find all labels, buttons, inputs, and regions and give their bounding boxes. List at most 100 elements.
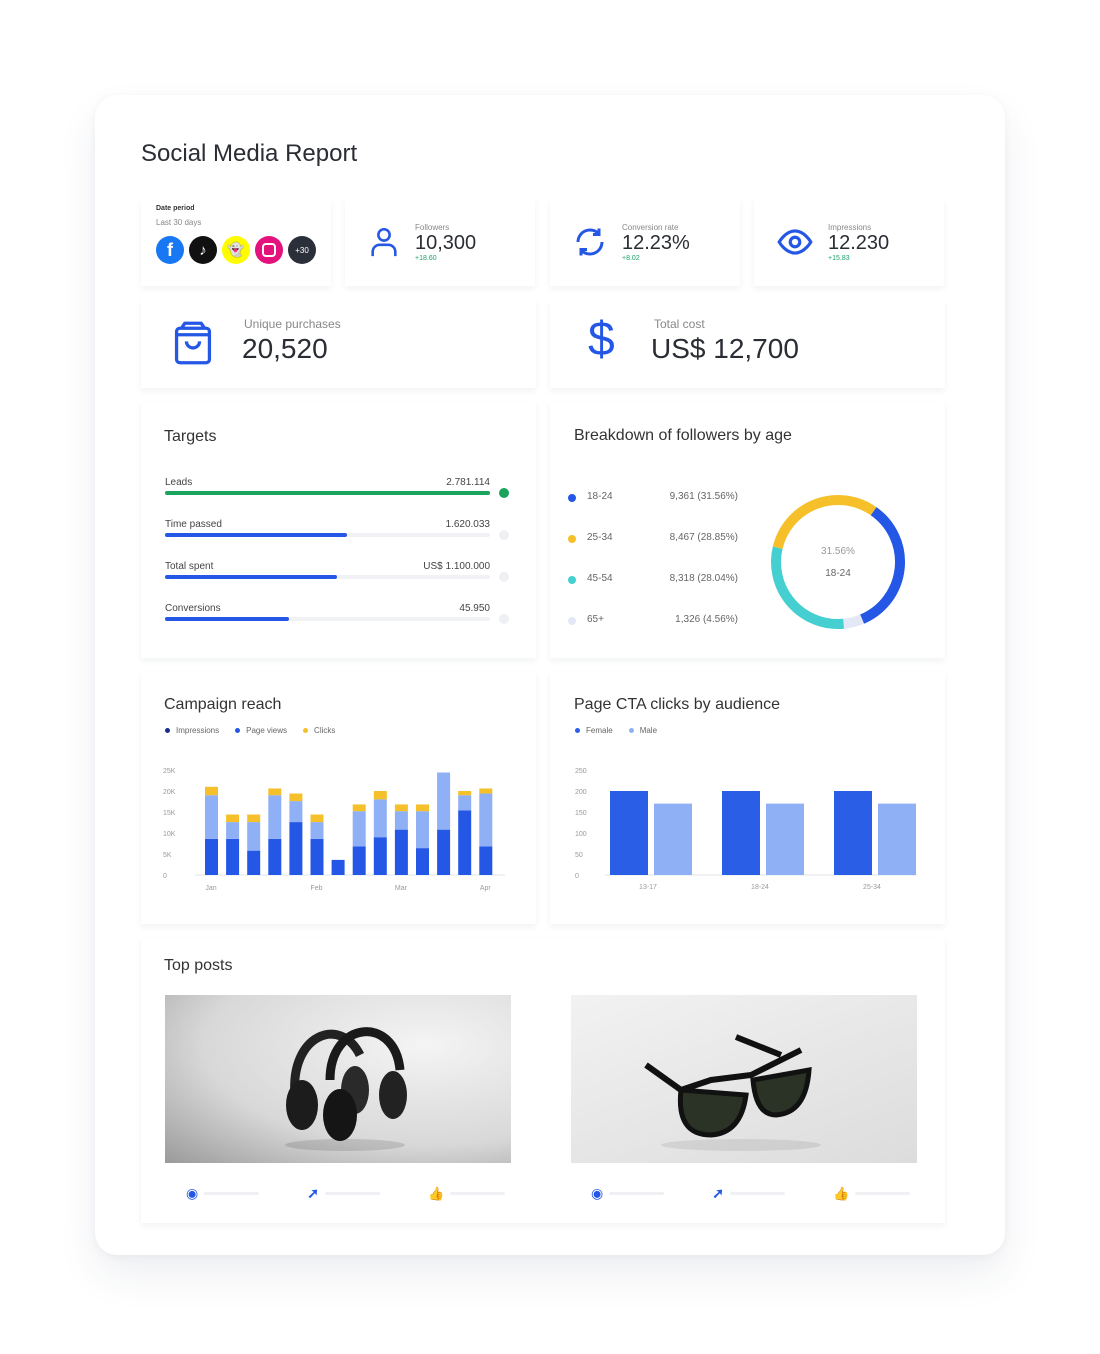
sunglasses-image xyxy=(644,1034,821,1151)
bar-page-views[interactable] xyxy=(289,801,303,823)
snapchat-icon[interactable]: 👻 xyxy=(222,236,250,264)
bar-clicks[interactable] xyxy=(458,791,472,796)
bar-impressions[interactable] xyxy=(479,846,493,875)
bar-page-views[interactable] xyxy=(479,793,493,847)
legend-male[interactable]: Male xyxy=(628,726,657,735)
bar-impressions[interactable] xyxy=(373,837,387,875)
targets-title: Targets xyxy=(164,428,217,445)
x-tick-label: Jan xyxy=(205,885,216,892)
bar-impressions[interactable] xyxy=(352,846,366,875)
age-label: 45-54 xyxy=(587,573,613,584)
y-tick-label: 50 xyxy=(575,852,583,859)
target-progress-bar xyxy=(165,617,490,621)
bar-clicks[interactable] xyxy=(226,814,240,823)
age-breakdown-title: Breakdown of followers by age xyxy=(574,427,792,444)
age-breakdown-panel xyxy=(550,402,945,658)
post-image-headphones[interactable] xyxy=(165,995,511,1163)
bar-impressions[interactable] xyxy=(331,859,345,875)
bar-impressions[interactable] xyxy=(289,822,303,875)
y-tick-label: 0 xyxy=(163,873,167,880)
target-value: 45.950 xyxy=(459,603,490,614)
legend-page-views[interactable]: Page views xyxy=(235,726,287,735)
bar-clicks[interactable] xyxy=(479,788,493,794)
bar-impressions[interactable] xyxy=(247,850,261,875)
bar-page-views[interactable] xyxy=(458,795,472,811)
bar-impressions[interactable] xyxy=(268,838,282,875)
facebook-icon[interactable]: f xyxy=(156,236,184,264)
bar-page-views[interactable] xyxy=(373,799,387,838)
legend-impressions[interactable]: Impressions xyxy=(165,726,219,735)
target-row: Total spent US$ 1.100.000 xyxy=(165,561,509,582)
bar-page-views[interactable] xyxy=(310,822,324,839)
refresh-icon xyxy=(576,228,604,256)
legend-female[interactable]: Female xyxy=(575,726,613,735)
y-tick-label: 100 xyxy=(575,831,587,838)
bar-male[interactable] xyxy=(766,803,804,875)
kpi-followers: Followers 10,300 +18.60 xyxy=(345,198,535,286)
bar-clicks[interactable] xyxy=(352,804,366,812)
bar-page-views[interactable] xyxy=(394,811,408,830)
donut-center-value: 31.56% xyxy=(821,546,855,557)
bar-page-views[interactable] xyxy=(205,795,218,839)
post-image-sunglasses[interactable] xyxy=(571,995,917,1163)
bar-impressions[interactable] xyxy=(205,838,218,875)
bar-page-views[interactable] xyxy=(247,822,261,851)
bar-impressions[interactable] xyxy=(310,838,324,875)
bar-male[interactable] xyxy=(654,803,692,875)
donut-segment-25-34[interactable] xyxy=(772,495,877,549)
age-value: 8,467 (28.85%) xyxy=(669,532,738,543)
bar-clicks[interactable] xyxy=(310,814,324,823)
bar-page-views[interactable] xyxy=(268,795,282,839)
summary-value: 20,520 xyxy=(242,333,328,364)
bar-female[interactable] xyxy=(610,791,648,875)
bar-clicks[interactable] xyxy=(416,804,429,812)
bar-page-views[interactable] xyxy=(226,822,240,839)
bar-clicks[interactable] xyxy=(394,804,408,812)
tiktok-icon[interactable]: ♪ xyxy=(189,236,217,264)
bar-female[interactable] xyxy=(834,791,872,875)
campaign-legend: Impressions Page views Clicks xyxy=(165,726,335,735)
bar-male[interactable] xyxy=(878,803,916,875)
bar-impressions[interactable] xyxy=(394,829,408,875)
bar-page-views[interactable] xyxy=(416,811,429,849)
campaign-reach-title: Campaign reach xyxy=(164,696,282,713)
bar-clicks[interactable] xyxy=(247,814,261,823)
bar-clicks[interactable] xyxy=(373,791,387,800)
age-label: 18-24 xyxy=(587,491,613,502)
total-cost-panel: $ Total cost US$ 12,700 xyxy=(550,300,945,388)
bar-page-views[interactable] xyxy=(352,811,366,847)
bar-impressions[interactable] xyxy=(437,829,451,875)
x-tick-label: 18-24 xyxy=(751,884,769,891)
donut-segment-45-54[interactable] xyxy=(771,546,845,629)
age-color-dot xyxy=(568,494,576,502)
kpi-label: Impressions xyxy=(828,222,872,232)
more-networks-badge[interactable]: +30 xyxy=(288,236,316,264)
bar-female[interactable] xyxy=(722,791,760,875)
target-value: US$ 1.100.000 xyxy=(423,561,490,572)
unique-purchases-panel: Unique purchases 20,520 xyxy=(141,300,536,388)
share-arrow-icon: ➚ xyxy=(712,1185,724,1201)
y-tick-label: 20K xyxy=(163,789,176,796)
donut-segment-65+[interactable] xyxy=(842,614,865,629)
bar-impressions[interactable] xyxy=(226,838,240,875)
bar-impressions[interactable] xyxy=(416,848,429,875)
donut-segment-18-24[interactable] xyxy=(860,507,905,624)
page-title: Social Media Report xyxy=(141,140,358,167)
bar-clicks[interactable] xyxy=(268,788,282,796)
date-period-value[interactable]: Last 30 days xyxy=(156,218,202,227)
bar-clicks[interactable] xyxy=(289,793,303,802)
age-label: 65+ xyxy=(587,614,604,625)
target-value: 1.620.033 xyxy=(445,519,491,530)
legend-clicks[interactable]: Clicks xyxy=(303,726,335,735)
x-tick-label: 13-17 xyxy=(639,884,657,891)
instagram-icon[interactable] xyxy=(255,236,283,264)
bar-impressions[interactable] xyxy=(458,810,472,875)
target-status-dot xyxy=(499,530,509,540)
target-label: Time passed xyxy=(165,519,222,530)
bar-clicks[interactable] xyxy=(205,786,218,796)
user-icon xyxy=(371,227,397,257)
bar-page-views[interactable] xyxy=(437,772,451,830)
target-status-dot xyxy=(499,572,509,582)
kpi-impressions: Impressions 12.230 +15.83 xyxy=(754,198,944,286)
eye-icon xyxy=(777,229,813,255)
